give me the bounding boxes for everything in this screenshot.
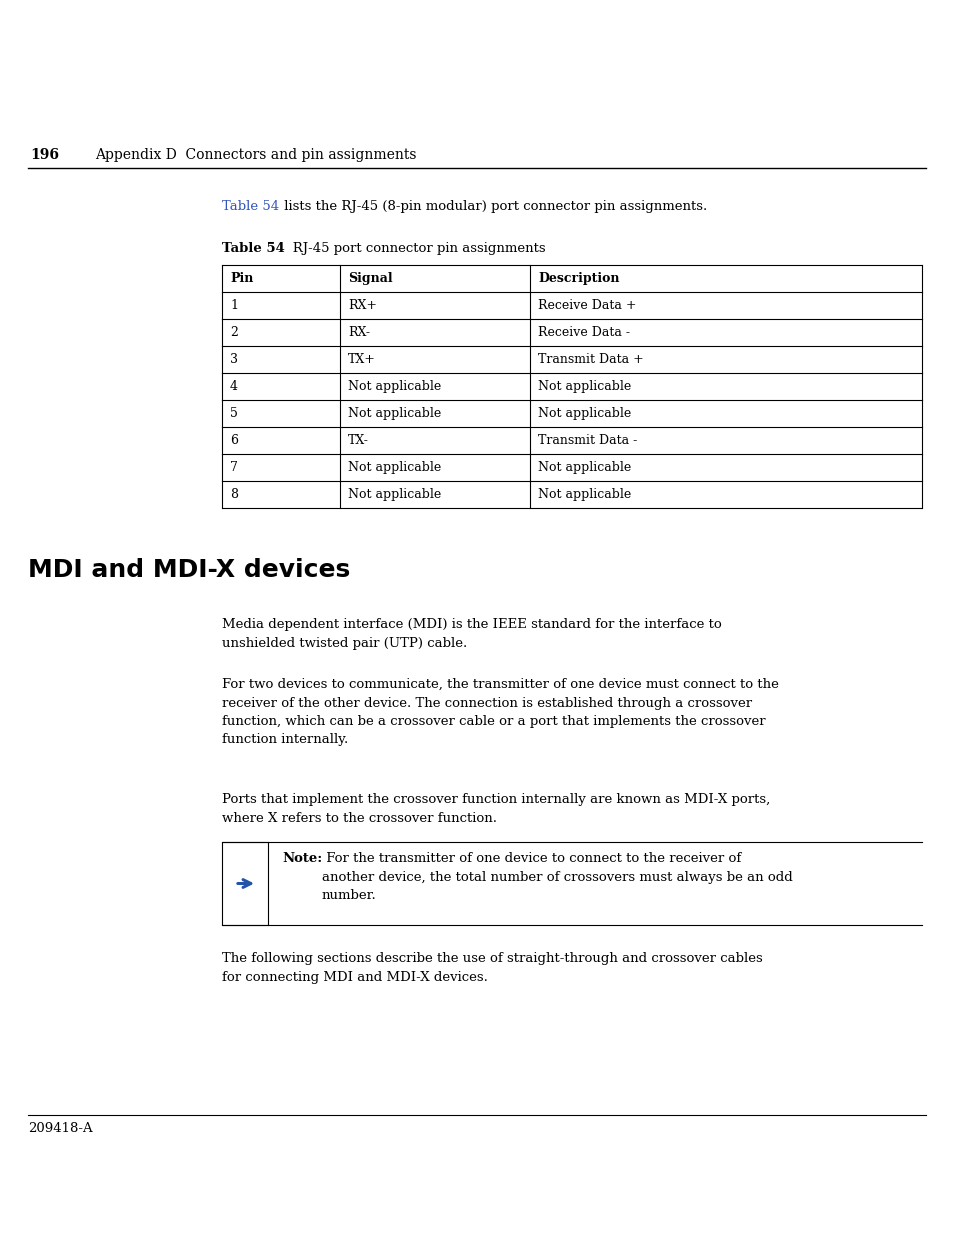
Text: Transmit Data -: Transmit Data - xyxy=(537,433,637,447)
Text: 3: 3 xyxy=(230,353,237,366)
Text: lists the RJ-45 (8-pin modular) port connector pin assignments.: lists the RJ-45 (8-pin modular) port con… xyxy=(280,200,706,212)
Text: Pin: Pin xyxy=(230,272,253,285)
Text: 196: 196 xyxy=(30,148,59,162)
Text: Table 54: Table 54 xyxy=(222,242,285,254)
Text: Not applicable: Not applicable xyxy=(348,380,441,393)
Text: Media dependent interface (MDI) is the IEEE standard for the interface to
unshie: Media dependent interface (MDI) is the I… xyxy=(222,618,721,650)
Text: TX+: TX+ xyxy=(348,353,375,366)
Text: Signal: Signal xyxy=(348,272,393,285)
Text: 1: 1 xyxy=(230,299,237,312)
Text: RX+: RX+ xyxy=(348,299,376,312)
Text: Not applicable: Not applicable xyxy=(348,461,441,474)
Text: Note:: Note: xyxy=(282,852,322,864)
Text: 8: 8 xyxy=(230,488,237,501)
Text: 7: 7 xyxy=(230,461,237,474)
Text: RJ-45 port connector pin assignments: RJ-45 port connector pin assignments xyxy=(280,242,545,254)
Text: The following sections describe the use of straight-through and crossover cables: The following sections describe the use … xyxy=(222,952,762,983)
Text: For the transmitter of one device to connect to the receiver of
another device, : For the transmitter of one device to con… xyxy=(322,852,792,902)
Text: Not applicable: Not applicable xyxy=(537,461,631,474)
Text: Receive Data +: Receive Data + xyxy=(537,299,636,312)
Text: Not applicable: Not applicable xyxy=(537,488,631,501)
Text: Transmit Data +: Transmit Data + xyxy=(537,353,643,366)
Text: Not applicable: Not applicable xyxy=(348,488,441,501)
Text: Receive Data -: Receive Data - xyxy=(537,326,629,338)
Text: 2: 2 xyxy=(230,326,237,338)
Text: Not applicable: Not applicable xyxy=(348,408,441,420)
Text: MDI and MDI-X devices: MDI and MDI-X devices xyxy=(28,558,350,582)
Text: Appendix D  Connectors and pin assignments: Appendix D Connectors and pin assignment… xyxy=(95,148,416,162)
Text: TX-: TX- xyxy=(348,433,369,447)
Bar xyxy=(222,842,268,925)
Text: 5: 5 xyxy=(230,408,237,420)
Text: For two devices to communicate, the transmitter of one device must connect to th: For two devices to communicate, the tran… xyxy=(222,678,778,746)
Text: 209418-A: 209418-A xyxy=(28,1123,92,1135)
Text: RX-: RX- xyxy=(348,326,370,338)
Text: 4: 4 xyxy=(230,380,237,393)
Text: 6: 6 xyxy=(230,433,237,447)
Text: Not applicable: Not applicable xyxy=(537,408,631,420)
Text: Table 54: Table 54 xyxy=(222,200,279,212)
Text: Not applicable: Not applicable xyxy=(537,380,631,393)
Text: Ports that implement the crossover function internally are known as MDI-X ports,: Ports that implement the crossover funct… xyxy=(222,793,769,825)
Text: Description: Description xyxy=(537,272,618,285)
